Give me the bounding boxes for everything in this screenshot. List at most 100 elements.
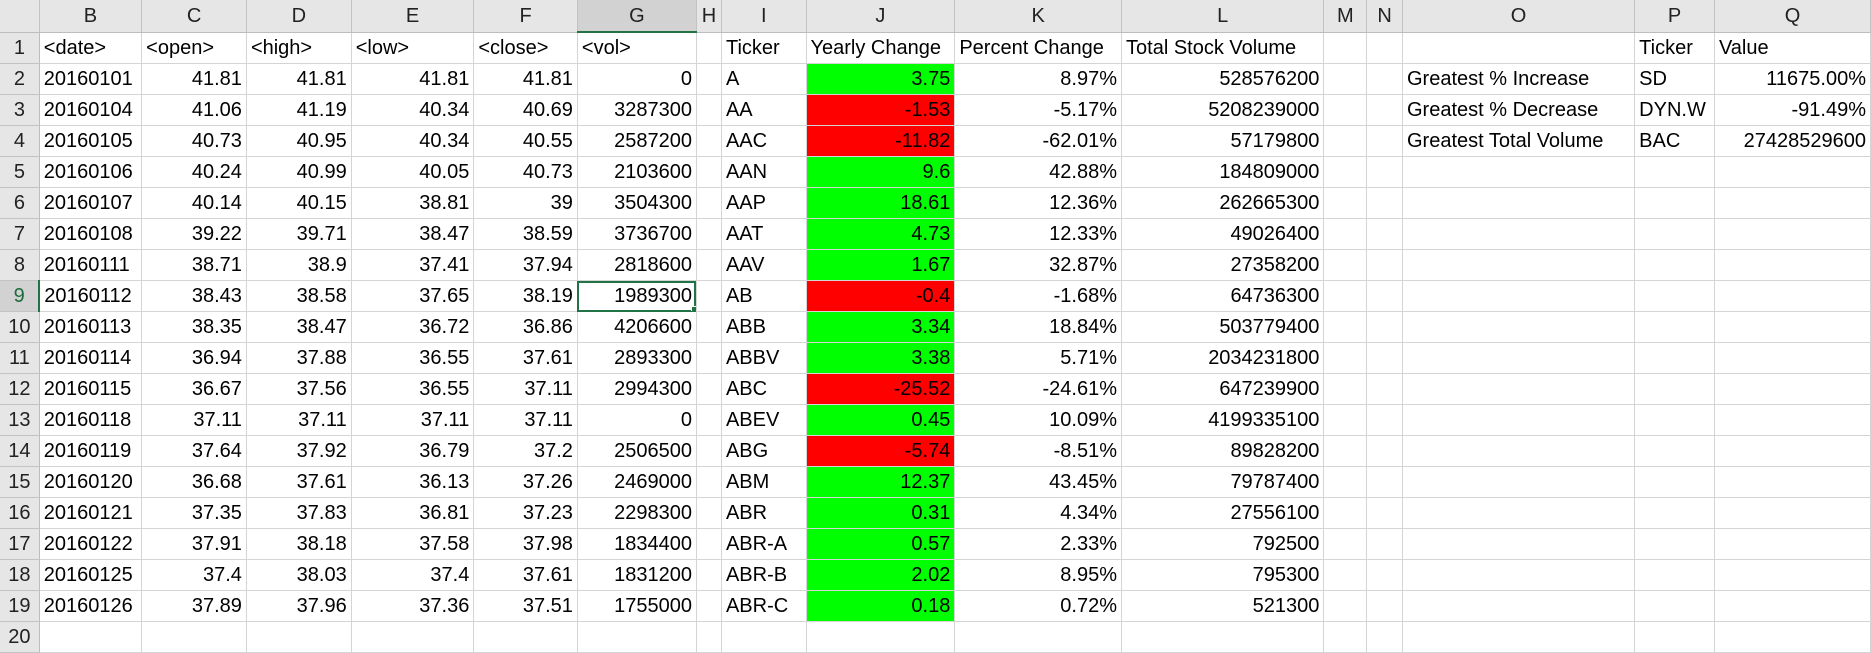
- cell-i8[interactable]: AAV: [721, 249, 807, 281]
- cell-p6[interactable]: [1634, 187, 1715, 219]
- cell-f7[interactable]: 38.59: [473, 218, 578, 250]
- cell-h9[interactable]: [696, 280, 722, 312]
- cell-i5[interactable]: AAN: [721, 156, 807, 188]
- cell-e16[interactable]: 36.81: [351, 497, 475, 529]
- cell-l18[interactable]: 795300: [1121, 559, 1325, 591]
- column-header-p[interactable]: P: [1634, 0, 1715, 33]
- cell-h4[interactable]: [696, 125, 722, 157]
- cell-p7[interactable]: [1634, 218, 1715, 250]
- cell-p16[interactable]: [1634, 497, 1715, 529]
- cell-d14[interactable]: 37.92: [246, 435, 352, 467]
- cell-m13[interactable]: [1323, 404, 1368, 436]
- cell-n7[interactable]: [1366, 218, 1403, 250]
- cell-c14[interactable]: 37.64: [141, 435, 247, 467]
- cell-n3[interactable]: [1366, 94, 1403, 126]
- cell-j9[interactable]: -0.4: [806, 280, 956, 312]
- cell-i4[interactable]: AAC: [721, 125, 807, 157]
- cell-b11[interactable]: 20160114: [39, 342, 143, 374]
- cell-j20[interactable]: [806, 621, 956, 653]
- cell-c8[interactable]: 38.71: [141, 249, 247, 281]
- row-header-11[interactable]: 11: [0, 342, 40, 374]
- cell-l3[interactable]: 5208239000: [1121, 94, 1325, 126]
- cell-g8[interactable]: 2818600: [577, 249, 697, 281]
- cell-g18[interactable]: 1831200: [577, 559, 697, 591]
- cell-m4[interactable]: [1323, 125, 1368, 157]
- column-header-h[interactable]: H: [696, 0, 722, 33]
- cell-d13[interactable]: 37.11: [246, 404, 352, 436]
- cell-e10[interactable]: 36.72: [351, 311, 475, 343]
- cell-g2[interactable]: 0: [577, 63, 697, 95]
- cell-h10[interactable]: [696, 311, 722, 343]
- cell-h16[interactable]: [696, 497, 722, 529]
- cell-b8[interactable]: 20160111: [39, 249, 143, 281]
- cell-q17[interactable]: [1714, 528, 1871, 560]
- cell-c10[interactable]: 38.35: [141, 311, 247, 343]
- cell-o9[interactable]: [1402, 280, 1636, 312]
- cell-j13[interactable]: 0.45: [806, 404, 956, 436]
- cell-k20[interactable]: [954, 621, 1123, 653]
- cell-b6[interactable]: 20160107: [39, 187, 143, 219]
- cell-i9[interactable]: AB: [721, 280, 807, 312]
- cell-n20[interactable]: [1366, 621, 1403, 653]
- cell-p20[interactable]: [1634, 621, 1715, 653]
- cell-c6[interactable]: 40.14: [141, 187, 247, 219]
- fill-handle[interactable]: [690, 306, 696, 311]
- cell-m10[interactable]: [1323, 311, 1368, 343]
- cell-b4[interactable]: 20160105: [39, 125, 143, 157]
- cell-k5[interactable]: 42.88%: [954, 156, 1123, 188]
- cell-o12[interactable]: [1402, 373, 1636, 405]
- cell-m19[interactable]: [1323, 590, 1368, 622]
- cell-i1[interactable]: Ticker: [721, 32, 807, 64]
- cell-c5[interactable]: 40.24: [141, 156, 247, 188]
- cell-h1[interactable]: [696, 32, 722, 64]
- row-header-17[interactable]: 17: [0, 528, 40, 560]
- cell-g5[interactable]: 2103600: [577, 156, 697, 188]
- cell-e3[interactable]: 40.34: [351, 94, 475, 126]
- row-header-8[interactable]: 8: [0, 249, 40, 281]
- cell-l12[interactable]: 647239900: [1121, 373, 1325, 405]
- cell-n16[interactable]: [1366, 497, 1403, 529]
- cell-e12[interactable]: 36.55: [351, 373, 475, 405]
- cell-l6[interactable]: 262665300: [1121, 187, 1325, 219]
- cell-q18[interactable]: [1714, 559, 1871, 591]
- cell-q7[interactable]: [1714, 218, 1871, 250]
- cell-n5[interactable]: [1366, 156, 1403, 188]
- cell-m12[interactable]: [1323, 373, 1368, 405]
- column-header-c[interactable]: C: [141, 0, 247, 33]
- cell-e5[interactable]: 40.05: [351, 156, 475, 188]
- cell-d8[interactable]: 38.9: [246, 249, 352, 281]
- cell-d18[interactable]: 38.03: [246, 559, 352, 591]
- cell-o13[interactable]: [1402, 404, 1636, 436]
- cell-n8[interactable]: [1366, 249, 1403, 281]
- cell-e11[interactable]: 36.55: [351, 342, 475, 374]
- cell-f12[interactable]: 37.11: [473, 373, 578, 405]
- cell-q8[interactable]: [1714, 249, 1871, 281]
- cell-b7[interactable]: 20160108: [39, 218, 143, 250]
- cell-k15[interactable]: 43.45%: [954, 466, 1123, 498]
- cell-g20[interactable]: [577, 621, 697, 653]
- column-header-m[interactable]: M: [1323, 0, 1368, 33]
- cell-m9[interactable]: [1323, 280, 1368, 312]
- row-header-5[interactable]: 5: [0, 156, 40, 188]
- cell-c4[interactable]: 40.73: [141, 125, 247, 157]
- cell-k11[interactable]: 5.71%: [954, 342, 1123, 374]
- cell-c12[interactable]: 36.67: [141, 373, 247, 405]
- cell-e15[interactable]: 36.13: [351, 466, 475, 498]
- cell-h5[interactable]: [696, 156, 722, 188]
- cell-f13[interactable]: 37.11: [473, 404, 578, 436]
- row-header-4[interactable]: 4: [0, 125, 40, 157]
- cell-l4[interactable]: 57179800: [1121, 125, 1325, 157]
- cell-k12[interactable]: -24.61%: [954, 373, 1123, 405]
- cell-n14[interactable]: [1366, 435, 1403, 467]
- cell-d11[interactable]: 37.88: [246, 342, 352, 374]
- cell-i19[interactable]: ABR-C: [721, 590, 807, 622]
- cell-q19[interactable]: [1714, 590, 1871, 622]
- cell-p10[interactable]: [1634, 311, 1715, 343]
- cell-p8[interactable]: [1634, 249, 1715, 281]
- row-header-7[interactable]: 7: [0, 218, 40, 250]
- cell-d10[interactable]: 38.47: [246, 311, 352, 343]
- cell-e17[interactable]: 37.58: [351, 528, 475, 560]
- column-header-n[interactable]: N: [1366, 0, 1403, 33]
- cell-d7[interactable]: 39.71: [246, 218, 352, 250]
- cell-b19[interactable]: 20160126: [39, 590, 143, 622]
